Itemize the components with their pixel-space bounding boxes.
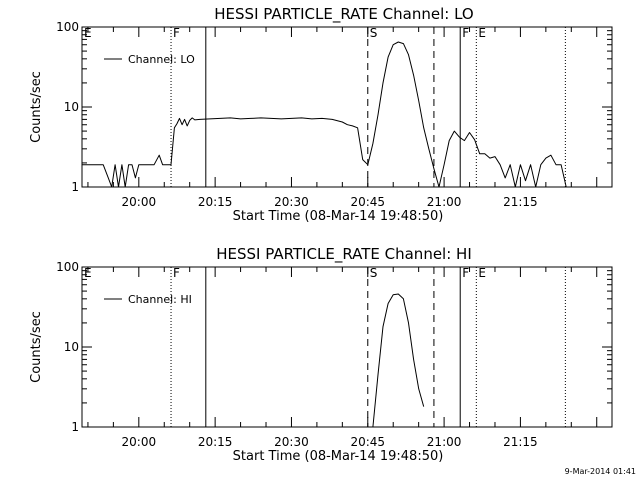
legend-label: Channel: HI xyxy=(128,293,192,306)
y-tick-label: 10 xyxy=(64,340,79,354)
chart-title: HESSI PARTICLE_RATE Channel: LO xyxy=(214,5,473,24)
event-marker-label: E xyxy=(478,266,486,280)
event-marker-label: S xyxy=(370,266,378,280)
x-tick-label: 20:00 xyxy=(122,435,157,449)
event-marker-label: S xyxy=(370,26,378,40)
event-marker-label: E xyxy=(84,266,92,280)
y-tick-label: 1 xyxy=(71,180,79,194)
event-marker-label: F xyxy=(173,26,180,40)
series-line xyxy=(82,41,567,188)
event-marker-label: E xyxy=(478,26,486,40)
series-line xyxy=(372,293,425,428)
x-tick-label: 21:15 xyxy=(503,435,538,449)
x-tick-label: 20:45 xyxy=(350,435,385,449)
x-tick-label: 20:15 xyxy=(198,195,233,209)
x-tick-label: 21:00 xyxy=(427,435,462,449)
y-tick-label: 100 xyxy=(56,20,79,34)
event-marker-label: F xyxy=(462,26,469,40)
timestamp-label: 9-Mar-2014 01:41 xyxy=(565,467,636,476)
legend-label: Channel: LO xyxy=(128,53,195,66)
y-axis-label: Counts/sec xyxy=(29,71,44,143)
x-tick-label: 20:30 xyxy=(274,435,309,449)
y-axis-label: Counts/sec xyxy=(29,311,44,383)
plot-frame xyxy=(81,266,613,428)
event-marker-label: E xyxy=(84,26,92,40)
y-tick-label: 1 xyxy=(71,420,79,434)
x-tick-label: 21:00 xyxy=(427,195,462,209)
x-axis-label: Start Time (08-Mar-14 19:48:50) xyxy=(233,209,444,224)
event-marker-label: F xyxy=(173,266,180,280)
panel-hi: HESSI PARTICLE_RATE Channel: HI 1 10 100 Cou… xyxy=(29,245,613,464)
x-tick-label: 20:15 xyxy=(198,435,233,449)
y-tick-label: 100 xyxy=(56,260,79,274)
x-tick-label: 21:15 xyxy=(503,195,538,209)
x-tick-label: 20:00 xyxy=(122,195,157,209)
x-tick-label: 20:30 xyxy=(274,195,309,209)
chart-title: HESSI PARTICLE_RATE Channel: HI xyxy=(216,245,472,264)
x-tick-label: 20:45 xyxy=(350,195,385,209)
event-marker-label: F xyxy=(462,266,469,280)
panel-lo: HESSI PARTICLE_RATE Channel: LO 1 10 100 Cou… xyxy=(29,5,613,224)
x-axis-label: Start Time (08-Mar-14 19:48:50) xyxy=(233,449,444,464)
y-tick-label: 10 xyxy=(64,100,79,114)
